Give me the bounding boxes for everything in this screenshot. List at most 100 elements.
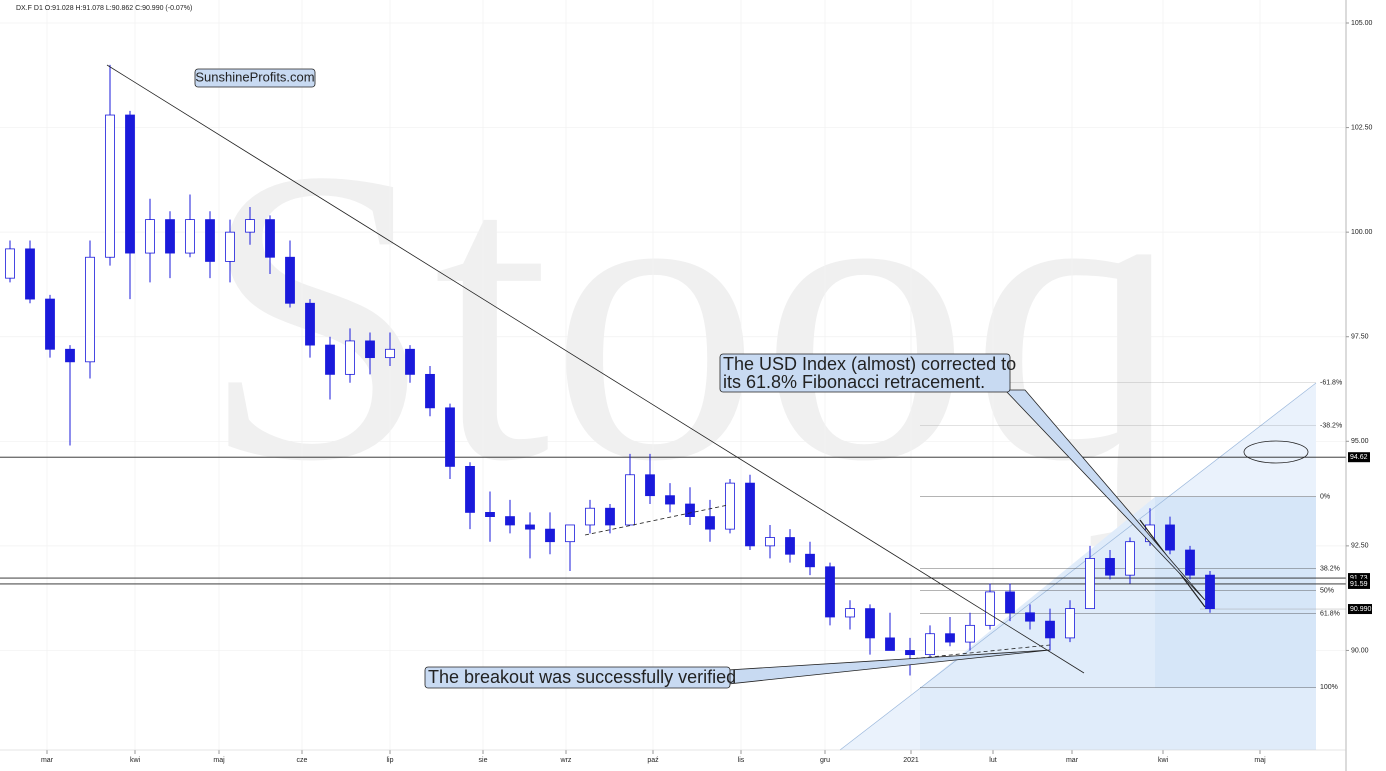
trend-line bbox=[106, 64, 1085, 674]
x-tick-label: mar bbox=[41, 757, 54, 764]
x-tick-label: wrz bbox=[560, 757, 572, 764]
candle-body bbox=[485, 512, 495, 517]
candle-body bbox=[225, 231, 235, 262]
y-tick-label: 102.50 bbox=[1351, 124, 1373, 131]
candle-body bbox=[525, 524, 535, 530]
x-tick-label: kwi bbox=[1158, 757, 1169, 764]
price-tag bbox=[1348, 452, 1370, 463]
candle-body bbox=[905, 650, 915, 656]
logo: SunshineProfits.com bbox=[195, 69, 314, 84]
candle-body bbox=[365, 340, 375, 359]
callout-pointer bbox=[1004, 389, 1206, 601]
x-tick-label: maj bbox=[213, 757, 225, 764]
candle-body bbox=[165, 219, 175, 254]
candle-body bbox=[705, 516, 715, 530]
candle-body bbox=[725, 482, 735, 530]
trend-line bbox=[584, 504, 729, 536]
candle-body bbox=[445, 407, 455, 467]
annotation: The breakout was successfully verified bbox=[428, 667, 736, 687]
candle-body bbox=[65, 348, 75, 363]
annotation: The USD Index (almost) corrected to bbox=[723, 354, 1016, 374]
x-tick-label: maj bbox=[1254, 757, 1266, 764]
fib-label: -61.8% bbox=[1320, 380, 1342, 387]
candle-body bbox=[645, 474, 655, 497]
fib-label: 100% bbox=[1320, 684, 1338, 691]
candle-body bbox=[1105, 558, 1115, 576]
candle-body bbox=[745, 482, 755, 547]
callout-box bbox=[719, 353, 1011, 393]
x-tick-label: lip bbox=[386, 757, 393, 764]
annotation: its 61.8% Fibonacci retracement. bbox=[723, 372, 985, 392]
candle-body bbox=[505, 516, 515, 526]
price-tag-label: 91.59 bbox=[1350, 581, 1368, 588]
candle-body bbox=[5, 248, 15, 279]
candle-body bbox=[385, 348, 395, 359]
candle-body bbox=[945, 633, 955, 643]
candle-body bbox=[585, 507, 595, 526]
candle-body bbox=[1025, 612, 1035, 622]
fib-label: 61.8% bbox=[1320, 610, 1340, 617]
price-tag bbox=[1348, 578, 1370, 589]
candle-body bbox=[1065, 608, 1075, 639]
y-tick-label: 105.00 bbox=[1351, 20, 1373, 27]
candle-body bbox=[865, 608, 875, 639]
candle-body bbox=[85, 256, 95, 363]
candle-body bbox=[25, 248, 35, 300]
y-tick-label: 97.50 bbox=[1351, 334, 1369, 341]
candle-body bbox=[1005, 591, 1015, 614]
x-tick-label: paź bbox=[647, 757, 659, 764]
callout-box bbox=[424, 666, 731, 689]
candle-body bbox=[345, 340, 355, 375]
candle-body bbox=[205, 219, 215, 262]
candle-body bbox=[885, 637, 895, 651]
candle-body bbox=[305, 302, 315, 346]
header: DX.F D1 O:91.028 H:91.078 L:90.862 C:90.… bbox=[16, 5, 192, 12]
fib-fan-line bbox=[839, 382, 1317, 751]
candle-body bbox=[1085, 558, 1095, 610]
logo-box bbox=[194, 68, 316, 88]
fib-label: 50% bbox=[1320, 587, 1334, 594]
candle-body bbox=[545, 528, 555, 543]
x-tick-label: 2021 bbox=[903, 757, 919, 764]
candle-body bbox=[1185, 549, 1195, 576]
candle-body bbox=[425, 373, 435, 409]
candle-body bbox=[285, 256, 295, 304]
fib-label: 0% bbox=[1320, 493, 1330, 500]
x-tick-label: gru bbox=[820, 757, 830, 764]
candle-body bbox=[265, 219, 275, 258]
candle-body bbox=[685, 503, 695, 517]
x-tick-label: kwi bbox=[130, 757, 141, 764]
candle-body bbox=[845, 608, 855, 618]
candle-body bbox=[625, 474, 635, 526]
candle-body bbox=[665, 495, 675, 505]
price-tag-label: 91.73 bbox=[1350, 575, 1368, 582]
candle-body bbox=[45, 298, 55, 350]
candle-body bbox=[925, 633, 935, 656]
candle-body bbox=[405, 348, 415, 375]
y-tick-label: 92.50 bbox=[1351, 543, 1369, 550]
candle-body bbox=[325, 344, 335, 375]
candle-body bbox=[825, 566, 835, 618]
highlight-ellipse bbox=[1243, 440, 1309, 464]
candle-body bbox=[985, 591, 995, 626]
candle-body bbox=[465, 465, 475, 513]
candle-body bbox=[765, 537, 775, 547]
x-tick-label: lis bbox=[738, 757, 745, 764]
candle-body bbox=[1205, 574, 1215, 610]
candle-body bbox=[1125, 541, 1135, 576]
price-tag bbox=[1348, 573, 1370, 584]
candle-body bbox=[245, 219, 255, 233]
x-tick-label: cze bbox=[297, 757, 308, 764]
candle-body bbox=[125, 114, 135, 254]
candle-body bbox=[785, 537, 795, 555]
x-tick-label: mar bbox=[1066, 757, 1079, 764]
candle-body bbox=[1045, 620, 1055, 639]
candle-body bbox=[965, 624, 975, 643]
x-tick-label: lut bbox=[989, 757, 996, 764]
y-tick-label: 90.00 bbox=[1351, 647, 1369, 654]
fib-box bbox=[1155, 497, 1316, 688]
candle-body bbox=[105, 114, 115, 258]
y-tick-label: 95.00 bbox=[1351, 438, 1369, 445]
